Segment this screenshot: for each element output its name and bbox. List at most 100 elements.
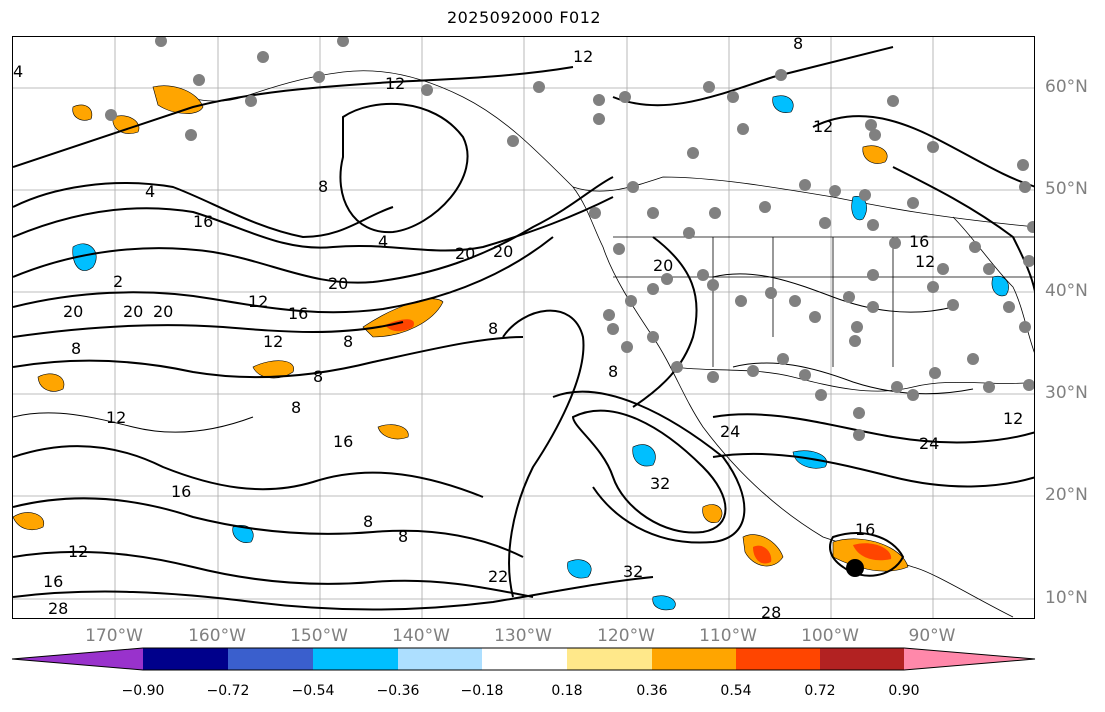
- contour-label: 32: [623, 562, 643, 581]
- contour-label: 12: [385, 74, 405, 93]
- station-marker: [967, 353, 979, 365]
- contour-lines: [13, 46, 1034, 611]
- station-marker: [647, 207, 659, 219]
- station-marker: [105, 109, 117, 121]
- station-marker: [867, 219, 879, 231]
- colorbar-tick-label: −0.18: [460, 683, 504, 699]
- station-marker: [703, 81, 715, 93]
- station-marker: [907, 197, 919, 209]
- contour-label: 20: [153, 302, 173, 321]
- station-marker: [687, 147, 699, 159]
- station-marker: [853, 429, 865, 441]
- contour-label: 12: [106, 408, 126, 427]
- station-marker: [865, 119, 877, 131]
- contour-label: 2: [113, 272, 123, 291]
- station-marker: [759, 201, 771, 213]
- station-marker: [593, 113, 605, 125]
- storm-center-marker: [846, 559, 864, 577]
- station-marker: [421, 84, 433, 96]
- contour-label: 20: [123, 302, 143, 321]
- station-marker: [533, 81, 545, 93]
- colorbar-segment: [143, 648, 228, 670]
- station-marker: [927, 281, 939, 293]
- station-marker: [799, 179, 811, 191]
- colorbar-segment: [652, 648, 736, 670]
- station-marker: [851, 321, 863, 333]
- longitude-label: 150°W: [290, 626, 348, 646]
- contour-label: 16: [855, 520, 875, 539]
- station-marker: [815, 389, 827, 401]
- station-marker: [1023, 379, 1034, 391]
- station-marker: [589, 207, 601, 219]
- longitude-label: 160°W: [188, 626, 246, 646]
- colorbar-segment: [228, 648, 313, 670]
- station-marker: [1023, 255, 1034, 267]
- colorbar: [11, 647, 1036, 671]
- station-marker: [889, 237, 901, 249]
- station-marker: [907, 389, 919, 401]
- station-marker: [619, 91, 631, 103]
- station-marker: [727, 91, 739, 103]
- station-marker: [937, 263, 949, 275]
- contour-label: 12: [248, 292, 268, 311]
- station-marker: [849, 335, 861, 347]
- station-marker: [853, 407, 865, 419]
- colorbar-tick-label: 0.18: [551, 683, 583, 699]
- colorbar-tick-label: 0.36: [636, 683, 668, 699]
- station-marker: [869, 129, 881, 141]
- station-marker: [867, 269, 879, 281]
- contour-label: 12: [573, 47, 593, 66]
- contour-label: 8: [608, 362, 618, 381]
- colorbar-segment: [12, 648, 143, 670]
- positive-shading: [13, 85, 909, 572]
- map-panel: 12 12 8 4 4 8 12 16 20 20 16 12 12 8 8 20 8 12 16 8 8 8 12 16 16…: [12, 36, 1035, 619]
- contour-label: 28: [48, 599, 68, 618]
- contour-label: 16: [909, 232, 929, 251]
- station-marker: [789, 295, 801, 307]
- station-marker: [829, 185, 841, 197]
- station-marker: [613, 243, 625, 255]
- station-marker: [969, 241, 981, 253]
- station-marker: [809, 311, 821, 323]
- colorbar-tick-label: −0.54: [291, 683, 335, 699]
- colorbar-tick-label: −0.90: [121, 683, 165, 699]
- station-marker: [185, 129, 197, 141]
- latitude-label: 10°N: [1045, 588, 1088, 608]
- coastlines: [152, 70, 1034, 618]
- contour-label: 24: [720, 422, 740, 441]
- station-marker: [1017, 159, 1029, 171]
- station-marker: [859, 189, 871, 201]
- contour-label: 4: [13, 62, 23, 81]
- station-marker: [799, 369, 811, 381]
- station-marker: [245, 95, 257, 107]
- contour-label: 16: [43, 572, 63, 591]
- longitude-label: 90°W: [908, 626, 956, 646]
- station-marker: [1019, 181, 1031, 193]
- contour-label: 12: [1003, 409, 1023, 428]
- longitude-label: 140°W: [392, 626, 450, 646]
- contour-lines-thin: [13, 273, 974, 433]
- station-marker: [193, 74, 205, 86]
- colorbar-tick-label: 0.90: [888, 683, 920, 699]
- station-marker: [747, 365, 759, 377]
- station-marker: [1027, 221, 1034, 233]
- station-marker: [625, 295, 637, 307]
- station-marker: [337, 37, 349, 47]
- station-marker: [765, 287, 777, 299]
- contour-label: 22: [488, 567, 508, 586]
- station-marker: [647, 283, 659, 295]
- station-marker: [647, 331, 659, 343]
- contour-label: 8: [343, 332, 353, 351]
- contour-label: 24: [919, 434, 939, 453]
- station-marker: [777, 353, 789, 365]
- contour-label: 16: [333, 432, 353, 451]
- contour-label: 4: [145, 182, 155, 201]
- contour-label: 8: [398, 527, 408, 546]
- station-marker: [507, 135, 519, 147]
- station-marker: [707, 279, 719, 291]
- station-marker: [707, 371, 719, 383]
- station-marker: [735, 295, 747, 307]
- contour-label: 12: [915, 252, 935, 271]
- station-marker: [603, 309, 615, 321]
